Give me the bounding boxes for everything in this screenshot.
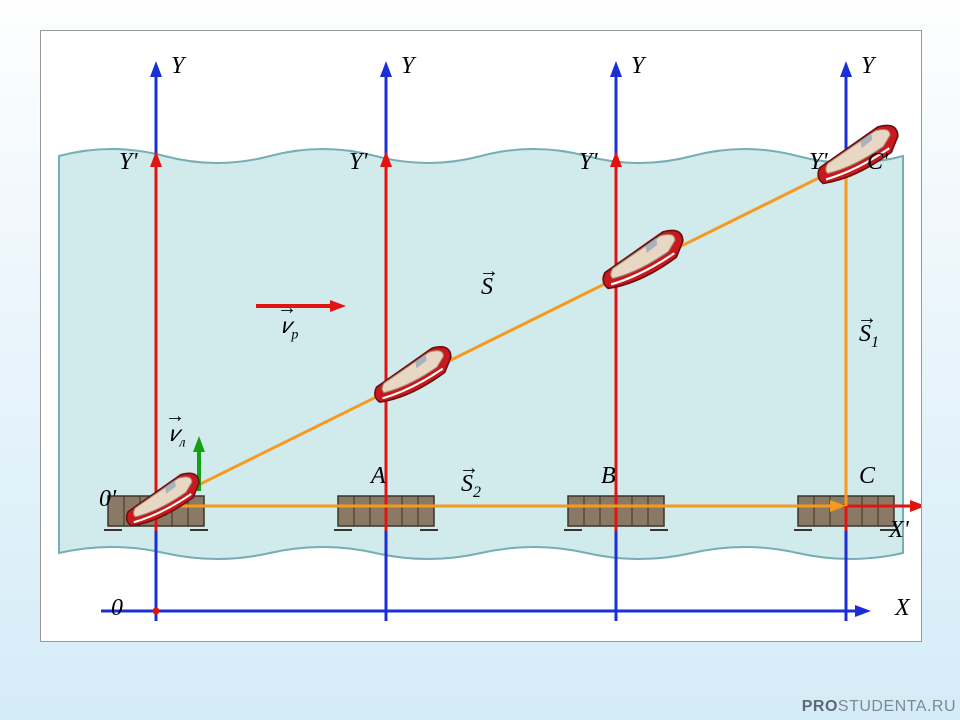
label-x-red: X' (889, 517, 909, 544)
label-origin-blue: 0 (111, 595, 123, 622)
label-Cprime: C' (867, 149, 888, 176)
diagram-panel: Y Y Y Y Y' Y' Y' Y' X X' 0 0' A B C C' S… (40, 30, 922, 642)
label-y-blue-3: Y (631, 53, 644, 80)
label-A: A (371, 463, 386, 490)
label-origin-red: 0' (99, 486, 116, 513)
label-S1: S→1 (859, 321, 879, 352)
label-y-blue-1: Y (171, 53, 184, 80)
label-S: S→ (481, 274, 493, 301)
label-x-blue: X (895, 595, 910, 622)
label-v-boat: 𝑣л→ (169, 421, 185, 451)
label-v-river: 𝑣р→ (281, 313, 298, 343)
watermark-post: STUDENTA.RU (838, 698, 956, 715)
diagram-svg (41, 31, 921, 641)
watermark-pre: PRO (802, 698, 838, 715)
label-C: C (859, 463, 875, 490)
label-y-blue-4: Y (861, 53, 874, 80)
label-S2: S→2 (461, 471, 481, 502)
watermark: PROSTUDENTA.RU (802, 698, 956, 716)
label-y-blue-2: Y (401, 53, 414, 80)
label-yprime-4: Y' (809, 149, 827, 176)
page-background: Y Y Y Y Y' Y' Y' Y' X X' 0 0' A B C C' S… (0, 0, 960, 720)
label-yprime-1: Y' (119, 149, 137, 176)
label-yprime-3: Y' (579, 149, 597, 176)
label-B: B (601, 463, 616, 490)
label-yprime-2: Y' (349, 149, 367, 176)
